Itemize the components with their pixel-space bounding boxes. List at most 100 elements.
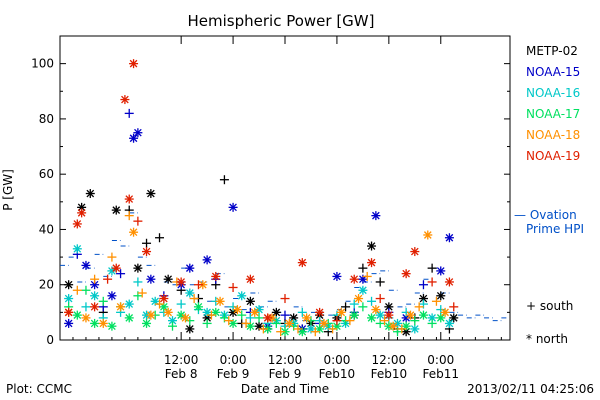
data-point: [367, 313, 377, 323]
data-point: [116, 302, 126, 312]
data-point: [436, 266, 446, 276]
data-point: [228, 282, 238, 292]
data-point: [107, 252, 117, 262]
data-point: [146, 274, 156, 284]
data-point: [310, 327, 320, 337]
y-tick-label: 0: [46, 333, 54, 347]
data-point: [219, 175, 229, 185]
data-point: [328, 324, 338, 334]
x-tick-time-label: 0:00: [220, 353, 247, 367]
y-tick-label: 80: [39, 112, 54, 126]
data-point: [185, 288, 195, 298]
x-tick-date-label: Feb10: [371, 367, 408, 381]
data-point: [72, 244, 82, 254]
data-point: [375, 277, 385, 287]
data-point: [380, 316, 390, 326]
data-point: [90, 291, 100, 301]
data-point: [371, 211, 381, 221]
data-point: [388, 321, 398, 331]
data-point: [293, 324, 303, 334]
data-point: [367, 241, 377, 251]
data-point: [349, 299, 359, 309]
data-point: [176, 299, 186, 309]
data-point: [397, 324, 407, 334]
data-points: [64, 59, 459, 337]
plot-timestamp: 2013/02/11 04:25:06: [467, 382, 594, 396]
data-point: [124, 299, 134, 309]
data-point: [414, 302, 424, 312]
legend-series-metp-02: METP-02: [526, 44, 578, 58]
data-point: [124, 108, 134, 118]
data-point: [120, 95, 130, 105]
x-tick-time-label: 12:00: [372, 353, 407, 367]
hpi-legend-label-line2: Prime HPI: [526, 222, 584, 236]
data-point: [133, 216, 143, 226]
data-point: [284, 318, 294, 328]
data-point: [358, 285, 368, 295]
legend-series-noaa-15: NOAA-15: [526, 65, 580, 79]
data-point: [64, 280, 74, 290]
data-point: [254, 313, 264, 323]
data-point: [202, 255, 212, 265]
data-point: [124, 194, 134, 204]
data-point: [168, 321, 177, 331]
data-point: [418, 280, 428, 290]
chart-title: Hemispheric Power [GW]: [188, 12, 375, 30]
data-point: [64, 307, 74, 317]
data-point: [418, 310, 428, 320]
hpi-legend-label-line1: — Ovation: [514, 208, 577, 222]
legend-series-noaa-17: NOAA-17: [526, 107, 580, 121]
data-point: [345, 316, 355, 326]
data-point: [72, 285, 82, 295]
data-point: [250, 307, 260, 317]
data-point: [64, 318, 74, 328]
data-point: [427, 277, 437, 287]
data-point: [237, 310, 247, 320]
data-point: [98, 296, 108, 306]
data-point: [245, 313, 255, 323]
data-point: [72, 219, 82, 229]
legend-series-noaa-16: NOAA-16: [526, 86, 580, 100]
y-tick-label: 100: [31, 57, 54, 71]
data-point: [384, 310, 394, 320]
data-point: [423, 230, 433, 240]
data-point: [436, 313, 446, 323]
x-tick-time-label: 0:00: [323, 353, 350, 367]
data-point: [444, 277, 454, 287]
data-point: [146, 189, 156, 199]
data-point: [90, 302, 100, 312]
data-point: [280, 310, 290, 320]
data-point: [81, 302, 91, 312]
data-point: [362, 271, 372, 281]
data-point: [349, 274, 359, 284]
data-point: [444, 233, 454, 243]
data-point: [367, 258, 377, 268]
data-point: [129, 227, 139, 237]
data-point: [405, 310, 415, 320]
data-point: [271, 318, 281, 328]
data-point: [81, 285, 91, 295]
data-point: [436, 291, 446, 301]
data-point: [129, 59, 139, 69]
data-point: [176, 277, 186, 287]
data-point: [142, 238, 152, 248]
data-point: [159, 294, 169, 304]
data-point: [241, 318, 251, 328]
y-axis-ticks: 0 20 40 60 80 100: [31, 57, 510, 347]
data-point: [297, 307, 307, 317]
data-point: [228, 202, 238, 212]
data-point: [444, 318, 454, 328]
x-tick-date-label: Feb10: [319, 367, 356, 381]
data-point: [146, 310, 156, 320]
data-point: [163, 274, 173, 284]
data-point: [367, 296, 377, 306]
data-point: [410, 324, 420, 334]
data-point: [258, 324, 268, 334]
x-tick-date-label: Feb 8: [165, 367, 198, 381]
data-point: [185, 263, 195, 273]
data-point: [410, 247, 420, 257]
data-point: [107, 321, 117, 331]
data-point: [142, 247, 152, 257]
x-tick-time-label: 12:00: [268, 353, 303, 367]
y-tick-label: 20: [39, 278, 54, 292]
